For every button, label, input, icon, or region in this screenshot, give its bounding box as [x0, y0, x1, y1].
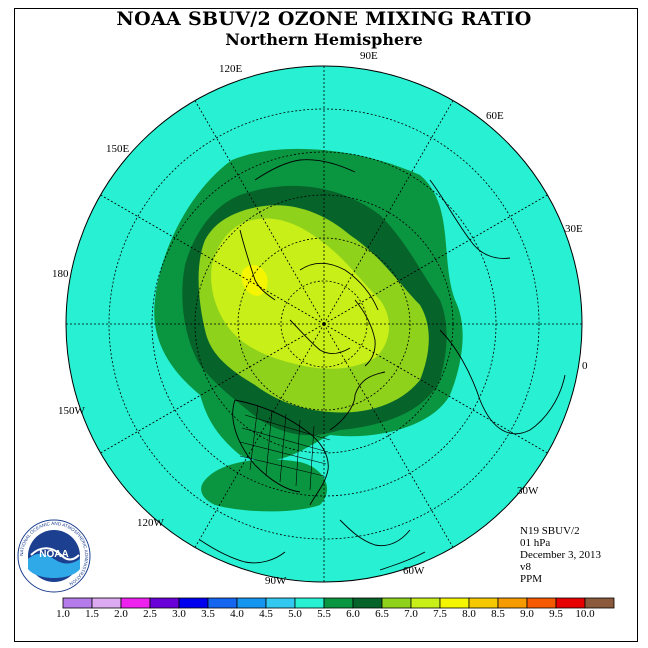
- colorbar-tick-label: 10.0: [575, 608, 595, 620]
- meridian-line: [323, 323, 548, 454]
- instrument-label: N19 SBUV/2: [520, 525, 580, 537]
- colorbar-swatch: [410, 597, 441, 609]
- colorbar-tick-label: 8.5: [491, 608, 505, 620]
- colorbar-swatch: [265, 597, 296, 609]
- lon-label-180: 180: [52, 268, 69, 280]
- colorbar-tick-label: 9.5: [549, 608, 563, 620]
- colorbar-tick-label: 1.0: [56, 608, 70, 620]
- colorbar-tick-label: 6.0: [346, 608, 360, 620]
- colorbar-swatch: [584, 597, 615, 609]
- lon-label-120e: 120E: [219, 63, 243, 75]
- info-block: N19 SBUV/2 01 hPa December 3, 2013 v8 PP…: [520, 525, 601, 585]
- colorbar-tick-label: 7.0: [404, 608, 418, 620]
- colorbar-swatch: [178, 597, 209, 609]
- colorbar-swatch: [207, 597, 238, 609]
- lon-label-90e: 90E: [360, 50, 378, 62]
- colorbar-swatch: [497, 597, 528, 609]
- page-subtitle: Northern Hemisphere: [225, 30, 423, 49]
- lon-label-60w: 60W: [403, 565, 425, 577]
- coastlines: [199, 159, 566, 571]
- colorbar-tick-label: 3.5: [201, 608, 215, 620]
- colorbar-tick-label: 8.0: [462, 608, 476, 620]
- colorbar-tick-label: 4.0: [230, 608, 244, 620]
- colorbar-swatch: [91, 597, 122, 609]
- lon-label-30w: 30W: [517, 485, 539, 497]
- colorbar: [62, 597, 615, 609]
- colorbar-swatch: [555, 597, 586, 609]
- colorbar-swatch: [439, 597, 470, 609]
- meridian-line: [323, 323, 454, 548]
- pressure-label: 01 hPa: [520, 537, 551, 549]
- colorbar-swatch: [236, 597, 267, 609]
- colorbar-swatch: [526, 597, 557, 609]
- ozone-band-5-5-south: [201, 459, 328, 512]
- lon-label-90w: 90W: [265, 575, 287, 587]
- colorbar-svg: [62, 597, 615, 609]
- figure-frame: [14, 8, 638, 642]
- colorbar-swatch: [120, 597, 151, 609]
- colorbar-tick-label: 3.0: [172, 608, 186, 620]
- units-label: PPM: [520, 573, 543, 585]
- meridian-line: [100, 323, 325, 454]
- lon-label-150w: 150W: [58, 405, 85, 417]
- page-title: NOAA SBUV/2 OZONE MIXING RATIO: [116, 8, 532, 30]
- colorbar-tick-label: 1.5: [85, 608, 99, 620]
- meridian-line: [194, 323, 325, 548]
- meridian-line: [194, 100, 325, 325]
- ozone-band-7-0: [211, 218, 390, 369]
- longitude-grid: [66, 66, 582, 582]
- lon-label-150e: 150E: [106, 143, 130, 155]
- lon-label-120w: 120W: [137, 517, 164, 529]
- colorbar-swatch: [294, 597, 325, 609]
- colorbar-tick-label: 2.5: [143, 608, 157, 620]
- noaa-logo: NOAA NATIONAL OCEANIC AND ATMOSPHERIC AD…: [17, 519, 91, 593]
- lon-label-30e: 30E: [565, 223, 583, 235]
- colorbar-tick-label: 2.0: [114, 608, 128, 620]
- colorbar-tick-label: 9.0: [520, 608, 534, 620]
- date-label: December 3, 2013: [520, 549, 601, 561]
- colorbar-swatch: [381, 597, 412, 609]
- colorbar-swatch: [468, 597, 499, 609]
- lon-label-60e: 60E: [486, 110, 504, 122]
- colorbar-tick-label: 7.5: [433, 608, 447, 620]
- lon-label-0: 0: [582, 360, 588, 372]
- colorbar-swatch: [149, 597, 180, 609]
- colorbar-swatch: [62, 597, 93, 609]
- us-states-grid: [239, 404, 331, 491]
- colorbar-swatch: [323, 597, 354, 609]
- colorbar-tick-label: 5.0: [288, 608, 302, 620]
- colorbar-tick-label: 6.5: [375, 608, 389, 620]
- colorbar-tick-label: 4.5: [259, 608, 273, 620]
- meridian-line: [323, 100, 454, 325]
- svg-text:NOAA: NOAA: [39, 549, 68, 560]
- colorbar-swatch: [352, 597, 383, 609]
- meridian-line: [323, 194, 548, 325]
- meridian-line: [100, 194, 325, 325]
- version-label: v8: [520, 561, 531, 573]
- colorbar-tick-label: 5.5: [317, 608, 331, 620]
